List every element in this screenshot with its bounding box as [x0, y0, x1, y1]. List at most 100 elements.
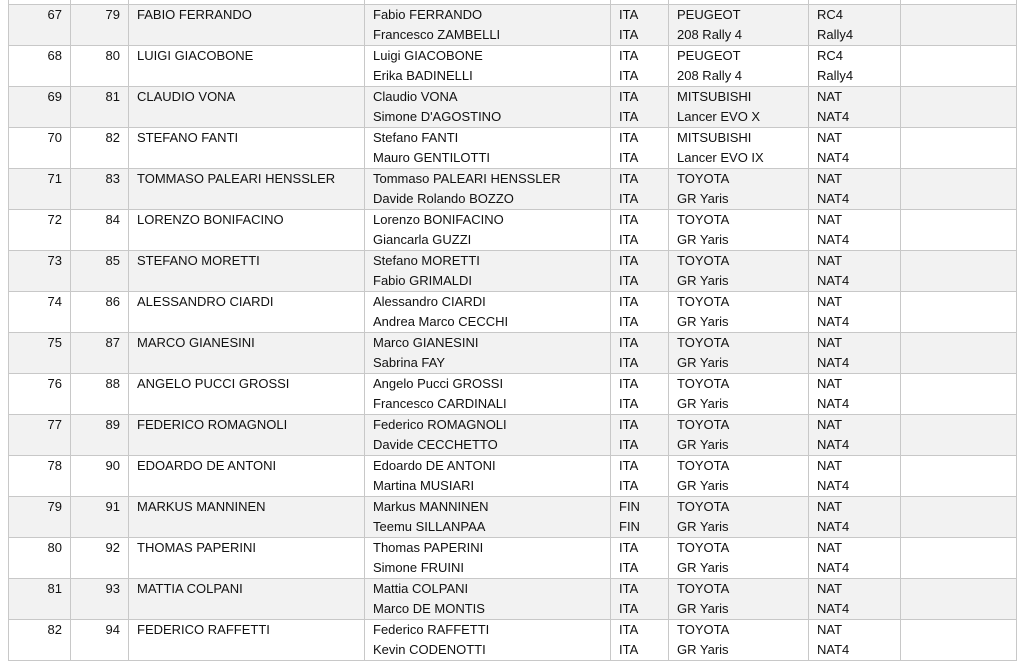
nat2: ITA: [619, 560, 639, 575]
car-cell: PEUGEOT 208 Rally 4: [668, 4, 809, 46]
table-row: 69 81 CLAUDIO VONA Claudio VONA Simone D'AGO…: [8, 86, 1017, 128]
position-cell: 77: [8, 414, 71, 456]
position-cell: 82: [8, 619, 71, 661]
number-cell: 86: [70, 291, 129, 333]
table-row: 75 87 MARCO GIANESINI Marco GIANESINI Sabrin…: [8, 332, 1017, 374]
table-row: 70 82 STEFANO FANTI Stefano FANTI Mauro GENT…: [8, 127, 1017, 169]
entrant: CLAUDIO VONA: [137, 89, 236, 104]
make: PEUGEOT: [677, 7, 741, 22]
table-row: 68 80 LUIGI GIACOBONE Luigi GIACOBONE Erika …: [8, 45, 1017, 87]
table-row: 82 94 FEDERICO RAFFETTI Federico RAFFETTI Ke…: [8, 619, 1017, 661]
model: 208 Rally 4: [677, 68, 743, 83]
number-cell: 81: [70, 86, 129, 128]
class2: NAT4: [817, 109, 850, 124]
class-cell: NAT NAT4: [808, 414, 901, 456]
num: 81: [105, 89, 120, 104]
driver: Tommaso PALEARI HENSSLER: [373, 171, 561, 186]
pos: 67: [47, 7, 62, 22]
nat2: ITA: [619, 396, 639, 411]
entrant-cell: ALESSANDRO CIARDI: [128, 291, 365, 333]
crew-cell: Lorenzo BONIFACINO Giancarla GUZZI: [364, 209, 611, 251]
make: MITSUBISHI: [677, 130, 752, 145]
nat1: ITA: [619, 130, 639, 145]
extra-cell: [900, 332, 1017, 374]
driver: Marco GIANESINI: [373, 335, 479, 350]
entrant-cell: FEDERICO RAFFETTI: [128, 619, 365, 661]
codriver: Marco DE MONTIS: [373, 601, 485, 616]
entrant-cell: STEFANO FANTI: [128, 127, 365, 169]
crew-cell: Marco GIANESINI Sabrina FAY: [364, 332, 611, 374]
extra-cell: [900, 86, 1017, 128]
entry-list: 67 79 FABIO FERRANDO Fabio FERRANDO Francesc…: [8, 0, 1017, 661]
nat1: ITA: [619, 335, 639, 350]
entrant: ALESSANDRO CIARDI: [137, 294, 274, 309]
num: 85: [105, 253, 120, 268]
car-cell: TOYOTA GR Yaris: [668, 619, 809, 661]
model: GR Yaris: [677, 560, 729, 575]
model: GR Yaris: [677, 191, 729, 206]
make: TOYOTA: [677, 171, 730, 186]
class1: NAT: [817, 253, 843, 268]
crew-cell: Federico RAFFETTI Kevin CODENOTTI: [364, 619, 611, 661]
number-cell: 93: [70, 578, 129, 620]
class2: NAT4: [817, 478, 850, 493]
model: GR Yaris: [677, 396, 729, 411]
num: 82: [105, 130, 120, 145]
pos: 68: [47, 48, 62, 63]
car-cell: PEUGEOT 208 Rally 4: [668, 45, 809, 87]
nat1: ITA: [619, 622, 639, 637]
pos: 76: [47, 376, 62, 391]
class2: Rally4: [817, 27, 854, 42]
model: GR Yaris: [677, 642, 729, 657]
entrant: STEFANO FANTI: [137, 130, 239, 145]
model: GR Yaris: [677, 232, 729, 247]
class1: NAT: [817, 581, 843, 596]
nat1: ITA: [619, 171, 639, 186]
crew-cell: Angelo Pucci GROSSI Francesco CARDINALI: [364, 373, 611, 415]
pos: 79: [47, 499, 62, 514]
entrant-cell: MARCO GIANESINI: [128, 332, 365, 374]
position-cell: 67: [8, 4, 71, 46]
class-cell: NAT NAT4: [808, 127, 901, 169]
table-row: 71 83 TOMMASO PALEARI HENSSLER Tommaso PALE…: [8, 168, 1017, 210]
position-cell: 68: [8, 45, 71, 87]
pos: 72: [47, 212, 62, 227]
driver: Edoardo DE ANTONI: [373, 458, 496, 473]
table-row: 74 86 ALESSANDRO CIARDI Alessandro CIARDI An…: [8, 291, 1017, 333]
class2: NAT4: [817, 601, 850, 616]
driver: Thomas PAPERINI: [373, 540, 484, 555]
entrant: FEDERICO ROMAGNOLI: [137, 417, 288, 432]
nat2: ITA: [619, 68, 639, 83]
nat1: FIN: [619, 499, 640, 514]
class2: NAT4: [817, 191, 850, 206]
nationality-cell: ITA ITA: [610, 332, 669, 374]
class-cell: NAT NAT4: [808, 332, 901, 374]
class1: NAT: [817, 540, 843, 555]
pos: 71: [47, 171, 62, 186]
codriver: Davide CECCHETTO: [373, 437, 498, 452]
driver: Lorenzo BONIFACINO: [373, 212, 504, 227]
entrant: EDOARDO DE ANTONI: [137, 458, 277, 473]
extra-cell: [900, 45, 1017, 87]
crew-cell: Claudio VONA Simone D'AGOSTINO: [364, 86, 611, 128]
car-cell: TOYOTA GR Yaris: [668, 414, 809, 456]
codriver: Sabrina FAY: [373, 355, 446, 370]
class1: NAT: [817, 130, 843, 145]
model: GR Yaris: [677, 437, 729, 452]
extra-cell: [900, 291, 1017, 333]
table-row: 73 85 STEFANO MORETTI Stefano MORETTI Fabio …: [8, 250, 1017, 292]
entry-table: 67 79 FABIO FERRANDO Fabio FERRANDO Francesc…: [8, 0, 1017, 661]
entrant-cell: ANGELO PUCCI GROSSI: [128, 373, 365, 415]
class-cell: NAT NAT4: [808, 209, 901, 251]
model: GR Yaris: [677, 519, 729, 534]
number-cell: 83: [70, 168, 129, 210]
number-cell: 82: [70, 127, 129, 169]
codriver: Davide Rolando BOZZO: [373, 191, 514, 206]
pos: 69: [47, 89, 62, 104]
nat1: ITA: [619, 376, 639, 391]
class2: Rally4: [817, 68, 854, 83]
nationality-cell: FIN FIN: [610, 496, 669, 538]
crew-cell: Luigi GIACOBONE Erika BADINELLI: [364, 45, 611, 87]
nationality-cell: ITA ITA: [610, 168, 669, 210]
extra-cell: [900, 168, 1017, 210]
